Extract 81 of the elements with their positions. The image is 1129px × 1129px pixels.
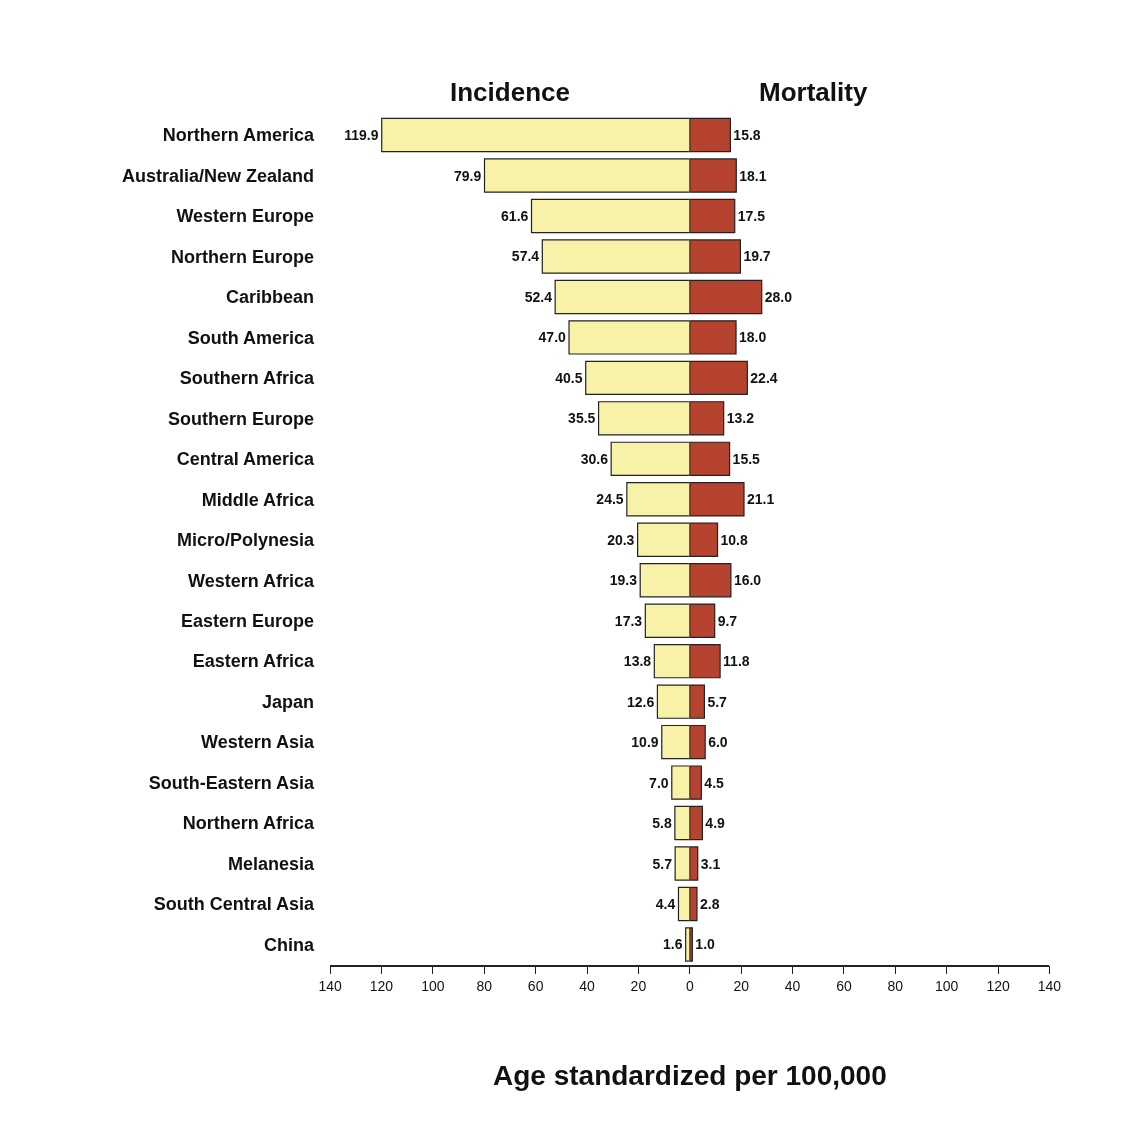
data-label: 16.0 — [733, 572, 762, 589]
data-label: 17.3 — [614, 612, 643, 629]
x-tick-label: 40 — [579, 978, 596, 995]
chart-title: Incidence — [450, 77, 570, 107]
data-label: 5.7 — [652, 855, 673, 872]
x-tick-label: 60 — [527, 978, 544, 995]
data-label: 19.3 — [609, 572, 638, 589]
x-tick-label: 80 — [887, 978, 904, 995]
data-label: 47.0 — [538, 329, 567, 346]
data-label: 18.0 — [739, 329, 767, 346]
x-tick-label: 100 — [421, 978, 445, 995]
y-tick-label: Japan — [262, 691, 315, 712]
data-label: 57.4 — [511, 248, 540, 265]
data-label: 5.7 — [707, 693, 728, 710]
y-tick-label: Western Asia — [201, 732, 316, 753]
y-tick-label: Northern Europe — [171, 246, 315, 267]
y-tick-label: South America — [187, 327, 316, 348]
data-label: 9.7 — [717, 612, 738, 629]
data-label: 3.1 — [700, 855, 721, 872]
y-tick-label: Eastern Europe — [181, 611, 315, 631]
data-label: 17.5 — [737, 208, 766, 225]
x-tick-label: 140 — [1037, 978, 1062, 995]
y-tick-label: Micro/Polynesia — [177, 530, 316, 551]
data-label: 4.5 — [704, 774, 725, 791]
data-label: 79.9 — [454, 167, 482, 184]
y-tick-label: South-Eastern Asia — [148, 772, 316, 793]
x-tick-label: 100 — [935, 978, 959, 995]
x-tick-label: 20 — [630, 978, 647, 995]
data-label: 10.9 — [631, 734, 659, 751]
x-tick-label: 120 — [369, 978, 394, 995]
data-label: 21.1 — [746, 491, 775, 508]
x-tick-label: 40 — [784, 978, 801, 995]
data-label: 6.0 — [708, 734, 728, 751]
data-label: 13.8 — [623, 653, 652, 670]
y-tick-label: Eastern Africa — [192, 651, 316, 672]
data-label: 52.4 — [524, 288, 553, 305]
x-tick-label: 140 — [318, 978, 342, 995]
data-label: 7.0 — [649, 774, 669, 791]
y-tick-label: South Central Asia — [153, 894, 316, 915]
y-tick-label: Middle Africa — [201, 489, 316, 510]
data-label: 4.4 — [655, 895, 676, 912]
y-tick-label: Northern Africa — [182, 813, 316, 834]
y-tick-label: Caribbean — [226, 287, 315, 308]
data-label: 15.5 — [732, 450, 761, 467]
y-tick-label: Western Africa — [188, 570, 316, 591]
data-label: 10.8 — [720, 531, 748, 548]
data-label: 35.5 — [568, 410, 596, 427]
data-label: 13.2 — [726, 410, 755, 427]
data-label: 11.8 — [723, 653, 750, 670]
x-tick-label: 20 — [733, 978, 750, 995]
y-tick-label: China — [264, 934, 316, 955]
y-tick-label: Southern Europe — [168, 408, 315, 429]
data-label: 19.7 — [743, 248, 771, 265]
data-label: 18.1 — [739, 167, 767, 184]
data-label: 24.5 — [596, 491, 624, 508]
data-label: 4.9 — [705, 815, 726, 832]
data-label: 12.6 — [626, 693, 655, 710]
data-label: 20.3 — [607, 531, 635, 548]
x-axis-title: Age standardized per 100,000 — [493, 1060, 887, 1091]
y-tick-label: Melanesia — [228, 853, 316, 874]
y-tick-label: Northern America — [162, 125, 316, 146]
y-tick-label: Western Europe — [176, 206, 315, 227]
data-label: 61.6 — [501, 208, 529, 225]
x-tick-label: 120 — [986, 978, 1010, 995]
y-tick-label: Southern Africa — [179, 368, 316, 389]
x-tick-label: 0 — [685, 978, 694, 995]
data-label: 30.6 — [580, 450, 609, 467]
chart-title: Mortality — [759, 77, 868, 107]
data-label: 15.8 — [733, 127, 761, 144]
data-label: 2.8 — [699, 895, 720, 912]
x-tick-label: 80 — [476, 978, 493, 995]
y-tick-label: Central America — [176, 449, 316, 470]
y-tick-label: Australia/New Zealand — [122, 165, 315, 186]
data-label: 40.5 — [555, 369, 583, 386]
data-label: 119.9 — [344, 127, 379, 144]
data-label: 1.0 — [695, 936, 716, 953]
data-label: 5.8 — [652, 815, 672, 832]
data-label: 1.6 — [663, 936, 683, 953]
x-tick-label: 60 — [836, 978, 852, 995]
data-label: 28.0 — [764, 288, 793, 305]
data-label: 22.4 — [750, 369, 778, 386]
